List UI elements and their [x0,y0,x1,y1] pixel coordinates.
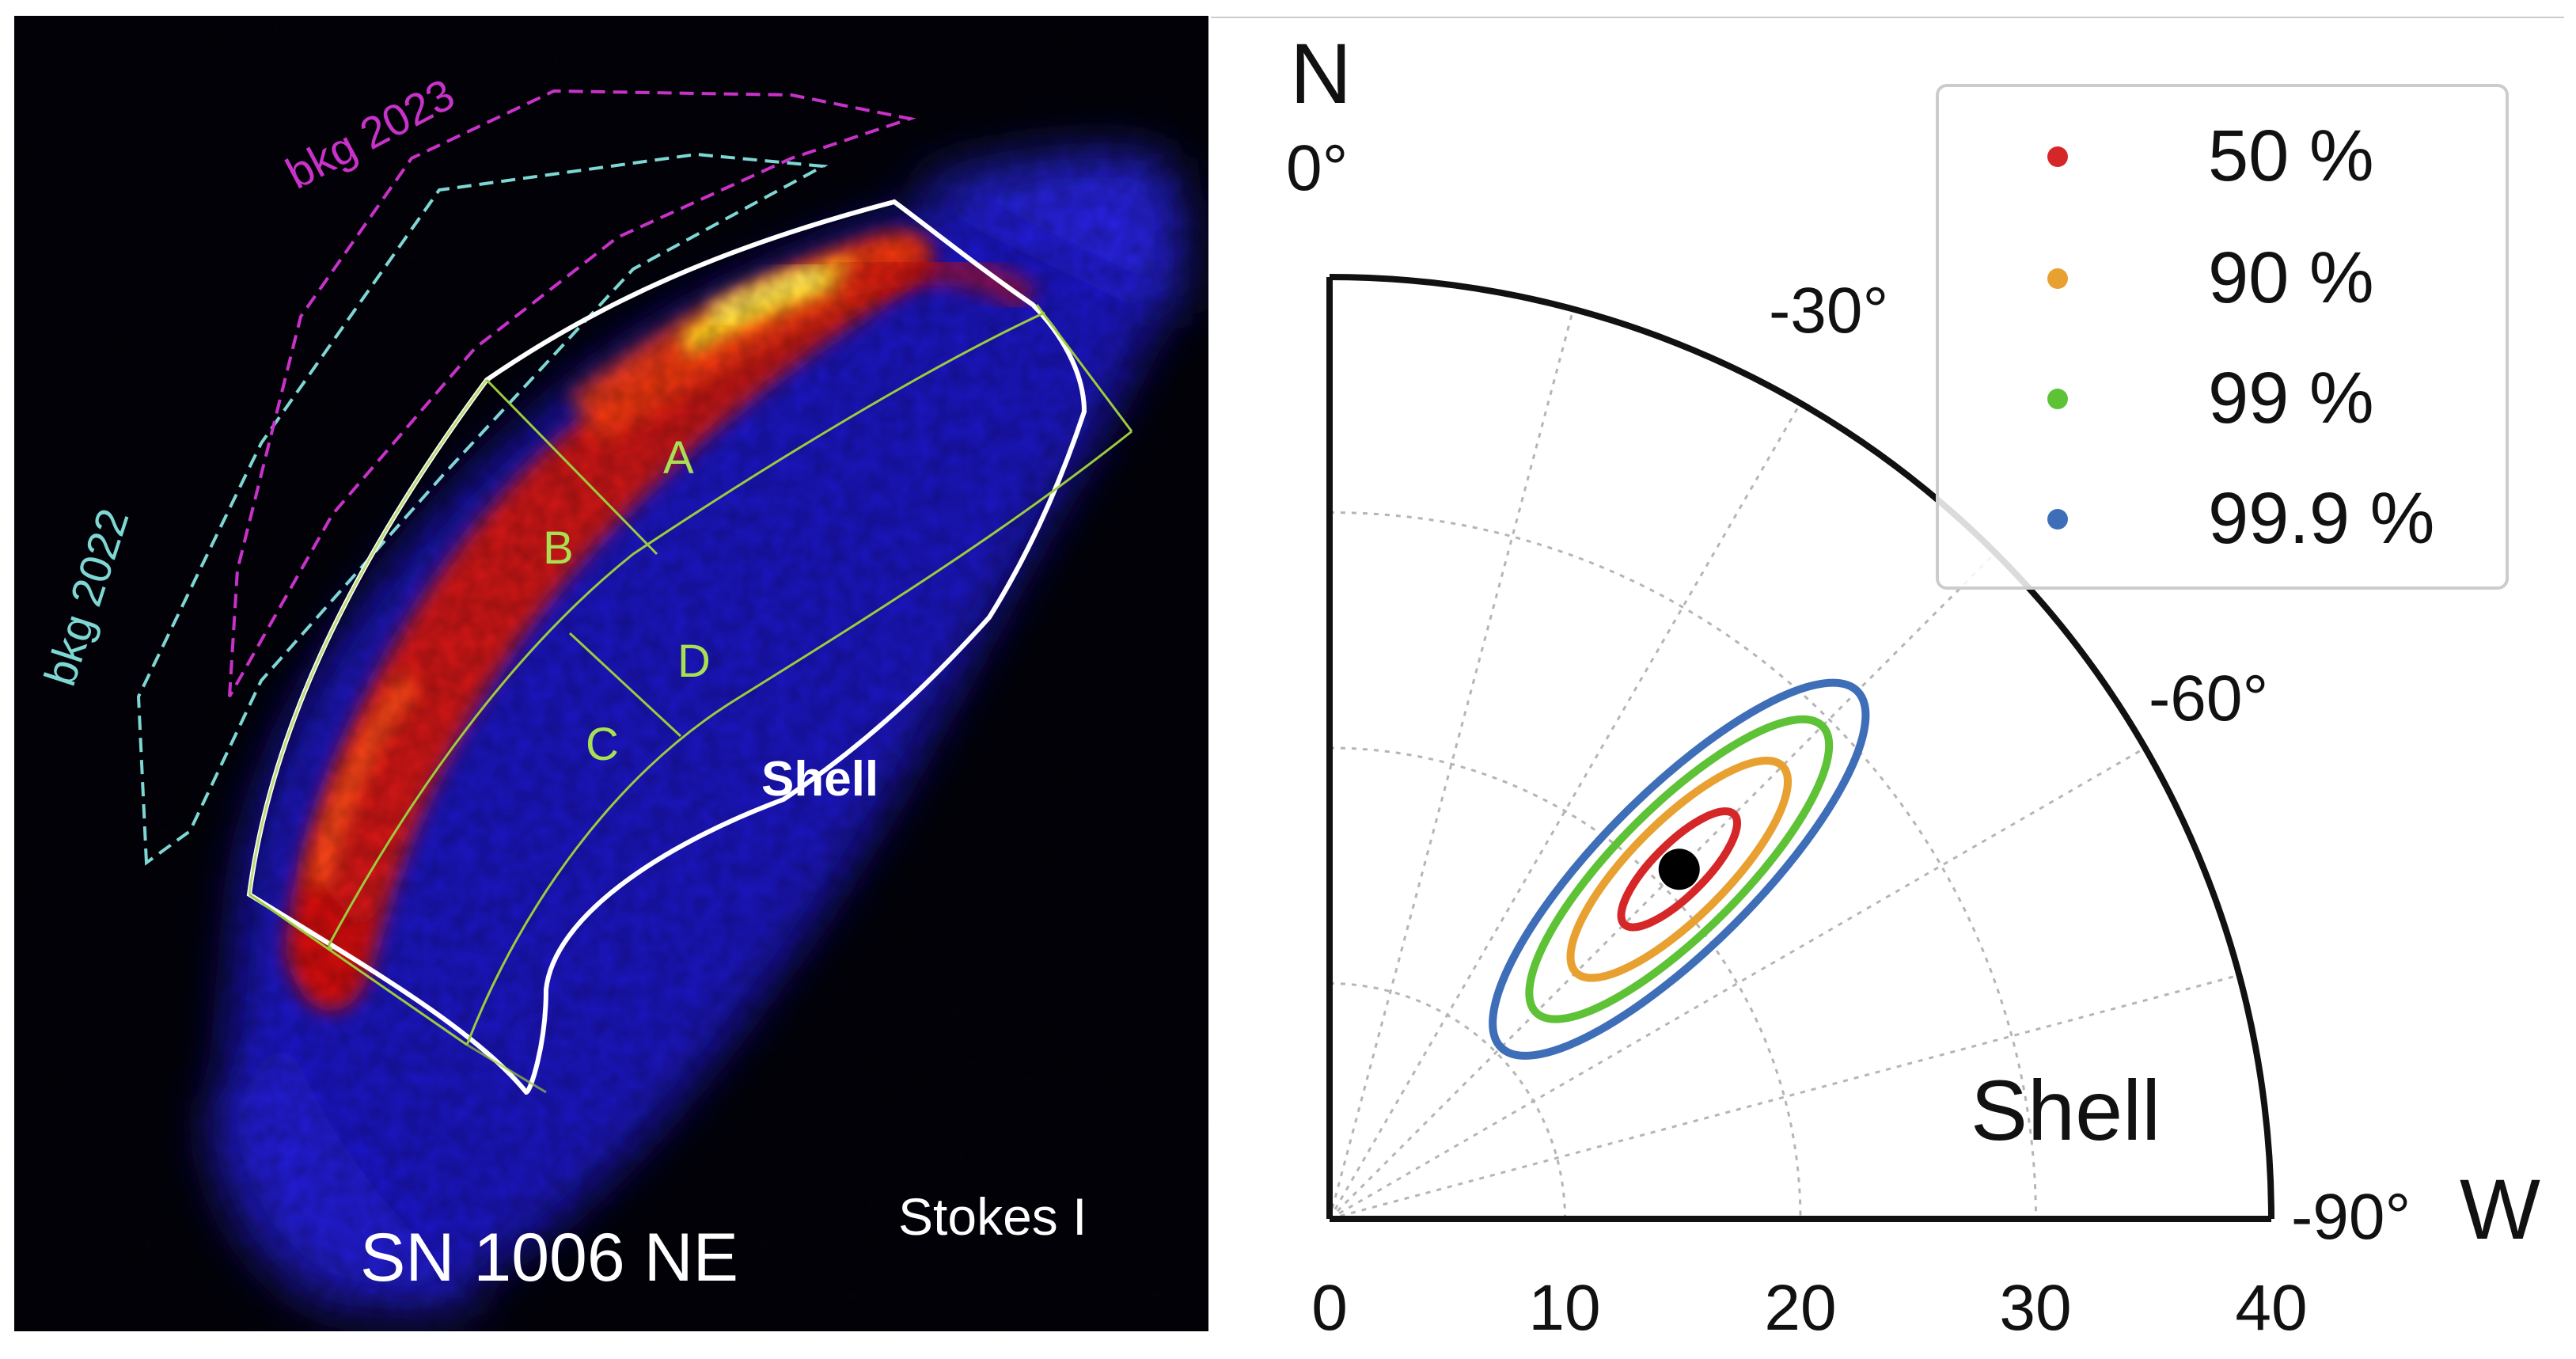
legend-marker-90 [2047,268,2068,289]
angle-tick-minus60: -60° [2149,662,2268,735]
angle-north-label: N [1290,25,1352,121]
shell-outline [246,199,1087,1095]
legend-label-50: 50 % [2208,116,2374,196]
contour-50 [1617,807,1742,932]
radial-tick-30: 30 [1999,1272,2071,1344]
legend-label-90: 90 % [2208,237,2374,318]
grid-spoke-75 [1329,974,2240,1220]
best-fit-point [1658,848,1700,890]
legend-marker-50 [2047,146,2068,167]
radial-tick-0: 0 [1311,1272,1348,1344]
stokes-i-image-panel: A B C D bkg 2022 bkg 2023 Shell Stokes I… [14,16,1211,1331]
radial-tick-10: 10 [1528,1272,1600,1344]
grid-circle-20 [1329,746,1802,1220]
bkg-2023-region [228,89,916,697]
grid-spoke-45 [1328,552,1997,1220]
region-label-c: C [586,719,619,770]
bkg-2022-region [136,152,829,866]
angle-tick-minus90: -90° [2291,1181,2411,1253]
shell-label-image: Shell [761,752,878,807]
contour-99 [1525,715,1834,1023]
region-label-b: B [543,522,574,574]
polar-plot: 0 10 20 30 40 N 0° -30° -60° -90° W Shel… [1286,25,2540,1344]
contour-90 [1566,756,1793,982]
legend-marker-99 [2047,389,2068,409]
legend-marker-99-9 [2047,509,2068,530]
legend: 50 % 90 % 99 % 99.9 % [1936,84,2509,590]
sub-region-lines [248,304,1133,1046]
sub-region-edges [248,379,547,1094]
contour-layer [1489,678,1870,1060]
region-label-d: D [677,636,711,687]
angle-west-label: W [2460,1161,2540,1257]
radial-tick-20: 20 [1764,1272,1836,1344]
angle-tick-0: 0° [1286,132,1348,204]
grid-spoke-15 [1328,309,1575,1220]
stokes-i-label: Stokes I [898,1187,1087,1246]
legend-label-99-9: 99.9 % [2208,478,2434,559]
region-label-a: A [663,432,694,484]
panel-title: SN 1006 NE [360,1220,738,1296]
grid-spoke-30 [1328,402,1802,1220]
grid-spoke-60 [1329,746,2146,1220]
contour-999 [1489,678,1870,1060]
polar-grid [1328,309,2240,1220]
legend-label-99: 99 % [2208,358,2374,438]
legend-box [1936,84,2509,590]
plot-annotation-shell: Shell [1971,1062,2161,1158]
radial-tick-40: 40 [2235,1272,2307,1344]
grid-circle-30 [1329,511,2037,1220]
angle-tick-minus30: -30° [1769,275,1888,347]
